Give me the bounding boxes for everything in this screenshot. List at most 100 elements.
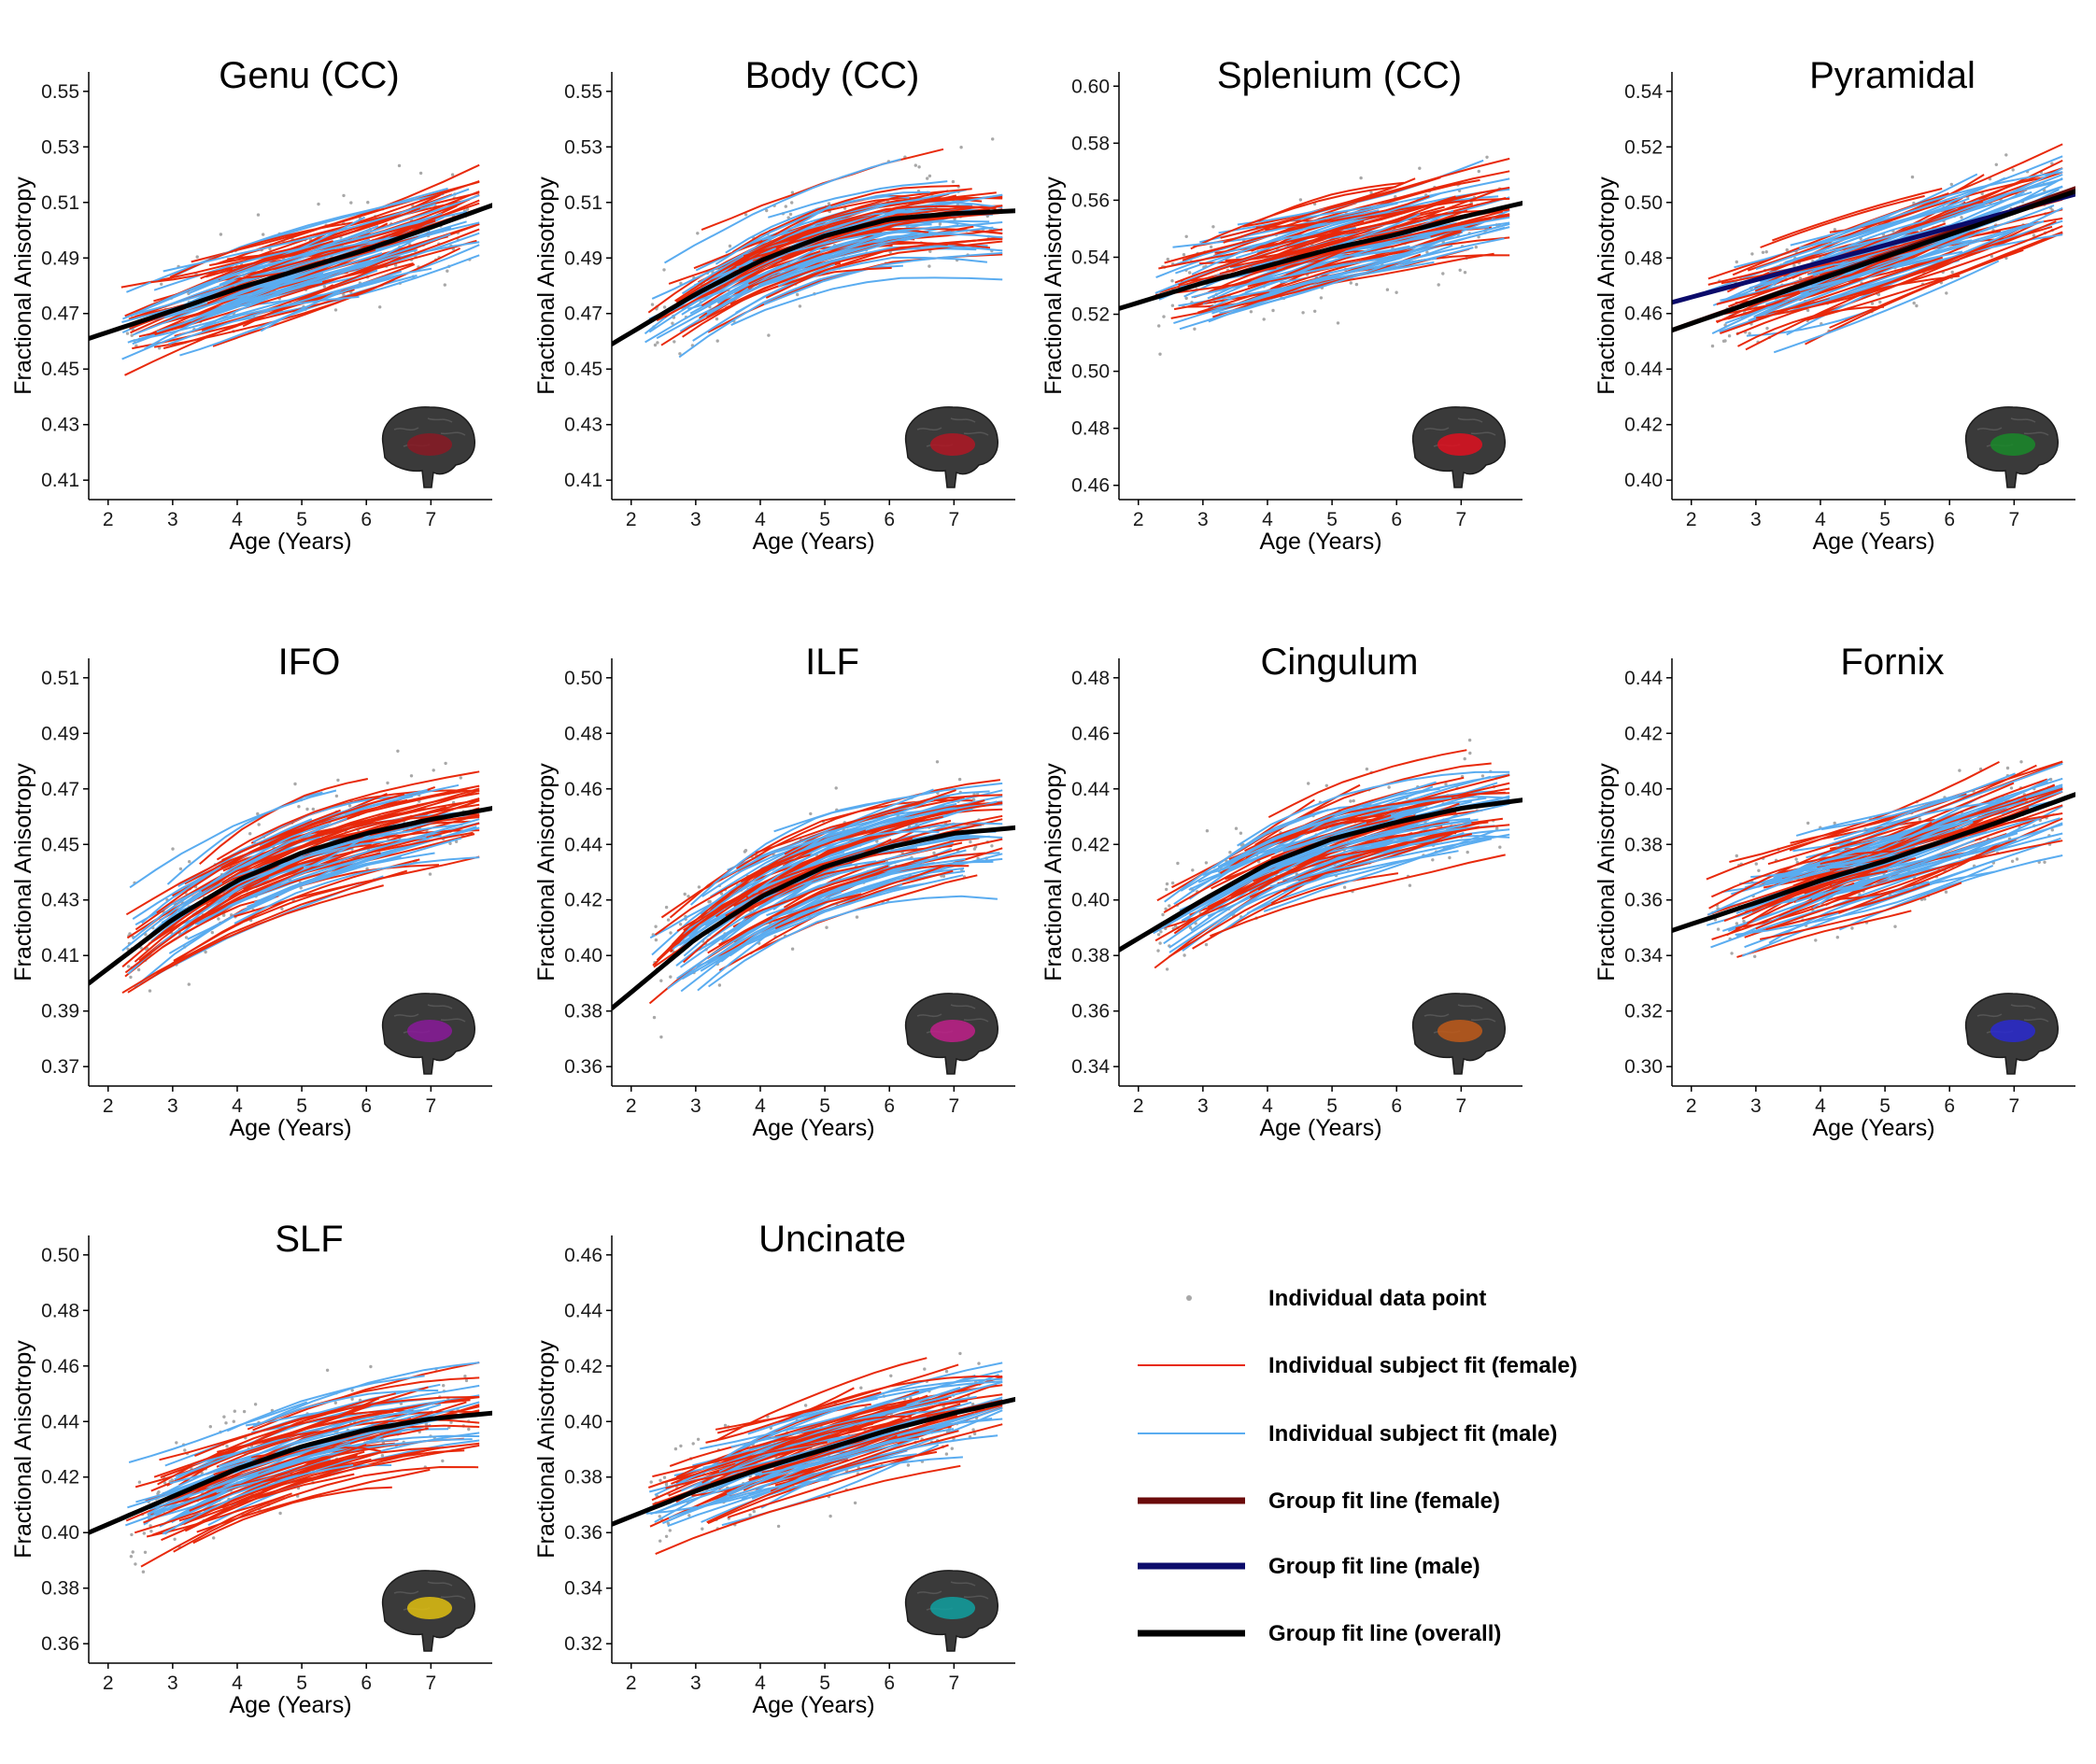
x-axis-label: Age (Years) [1812, 1115, 1934, 1141]
x-tick-label: 5 [1879, 509, 1891, 530]
data-point [776, 1524, 781, 1529]
data-point [1170, 279, 1174, 283]
data-point [1498, 845, 1502, 849]
y-tick-label: 0.52 [1624, 136, 1663, 158]
data-point [297, 805, 301, 809]
plot-area [1119, 738, 1522, 971]
data-point [1912, 301, 1916, 305]
data-point [889, 1374, 893, 1378]
data-point [184, 936, 189, 939]
y-tick-label: 0.50 [1624, 192, 1663, 214]
data-point [171, 847, 175, 851]
individual-fit-female [1258, 181, 1405, 222]
data-point [136, 967, 141, 972]
y-tick-label: 0.44 [1624, 359, 1663, 380]
data-point [906, 1463, 911, 1467]
data-point [664, 905, 669, 910]
data-point [1750, 252, 1754, 256]
data-point [1307, 782, 1310, 785]
y-tick-label: 0.56 [1071, 190, 1110, 211]
x-tick-label: 3 [167, 509, 178, 530]
individual-fit-male [1795, 823, 2063, 903]
y-tick-label: 0.36 [1624, 890, 1663, 911]
individual-fit-female [184, 1442, 480, 1532]
data-point [334, 794, 339, 798]
chart-title: Uncinate [758, 1219, 906, 1260]
data-point [1191, 868, 1195, 872]
y-tick-label: 0.48 [1071, 418, 1110, 440]
group-fit-overall [1672, 189, 2075, 333]
individual-fit-male [715, 858, 966, 958]
data-point [803, 1404, 808, 1407]
x-tick-label: 3 [1750, 509, 1762, 530]
individual-fit-male [173, 831, 334, 898]
data-point [1183, 953, 1186, 957]
brain-inset [381, 993, 475, 1075]
group-fit-overall [89, 806, 492, 986]
individual-fit-male [1173, 257, 1403, 325]
data-point [1477, 235, 1480, 239]
x-axis-label: Age (Years) [1812, 529, 1934, 555]
data-point [928, 249, 932, 253]
tract-highlight [930, 1020, 975, 1042]
data-point [175, 1441, 178, 1445]
data-point [396, 749, 400, 753]
individual-fit-male [1741, 859, 1996, 957]
x-tick-label: 3 [690, 509, 701, 530]
panel-pyramidal: 0.40 0.42 0.44 0.46 0.48 0.50 0.52 0.54 2 3 4 5 6 7 Ag… [1593, 55, 2075, 555]
individual-fit-male [163, 188, 470, 273]
y-tick-label: 0.41 [564, 470, 602, 491]
legend-label: Individual subject fit (male) [1268, 1421, 1557, 1446]
x-tick-label: 3 [1197, 509, 1209, 530]
data-point [1336, 321, 1340, 325]
data-point [683, 892, 687, 896]
data-point [1833, 821, 1836, 826]
individual-fit-female [729, 237, 1003, 305]
data-point [717, 983, 722, 987]
x-tick-label: 6 [1391, 509, 1402, 530]
data-point [1806, 308, 1810, 313]
x-tick-label: 6 [1944, 509, 1955, 530]
data-point [953, 217, 956, 221]
data-point [225, 1445, 229, 1448]
individual-fit-female [156, 793, 405, 914]
data-point [696, 232, 700, 235]
y-tick-label: 0.42 [41, 1467, 79, 1489]
panel-genu-cc: 0.41 0.43 0.45 0.47 0.49 0.51 0.53 0.55 2 3 4 5 6 7 Ag… [10, 55, 492, 555]
individual-fit-male [651, 205, 832, 300]
legend-symbol [1186, 1295, 1192, 1301]
x-tick-label: 7 [425, 1672, 436, 1694]
data-point [664, 1483, 669, 1487]
y-axis-label: Fractional Anisotropy [533, 1340, 559, 1559]
x-tick-label: 2 [626, 1672, 637, 1694]
chart-title: SLF [275, 1219, 343, 1260]
data-point [256, 213, 261, 217]
individual-fit-male [1773, 260, 2000, 354]
data-point [796, 292, 800, 297]
individual-fit-male [651, 795, 950, 956]
brain-inset [904, 993, 998, 1075]
y-tick-label: 0.53 [564, 136, 602, 158]
data-point [397, 163, 402, 168]
y-tick-label: 0.37 [41, 1056, 79, 1078]
individual-fit-female [1840, 841, 2002, 900]
data-point [784, 205, 787, 208]
data-point [242, 1409, 247, 1414]
y-tick-label: 0.47 [41, 779, 79, 800]
individual-fit-female [652, 861, 840, 967]
individual-fit-male [1773, 800, 2025, 879]
x-tick-label: 4 [755, 509, 766, 530]
y-tick-label: 0.42 [564, 1356, 602, 1377]
brain-inset [1964, 993, 2059, 1075]
data-point [923, 1367, 927, 1371]
data-point [748, 1513, 752, 1517]
individual-fit-male [162, 1463, 354, 1535]
individual-fits [120, 163, 480, 376]
data-point [673, 340, 676, 344]
individual-fit-female [1755, 225, 2063, 319]
x-tick-label: 3 [690, 1095, 701, 1117]
individual-fit-male [220, 230, 431, 309]
data-point [664, 1534, 669, 1539]
data-point [369, 1364, 373, 1369]
